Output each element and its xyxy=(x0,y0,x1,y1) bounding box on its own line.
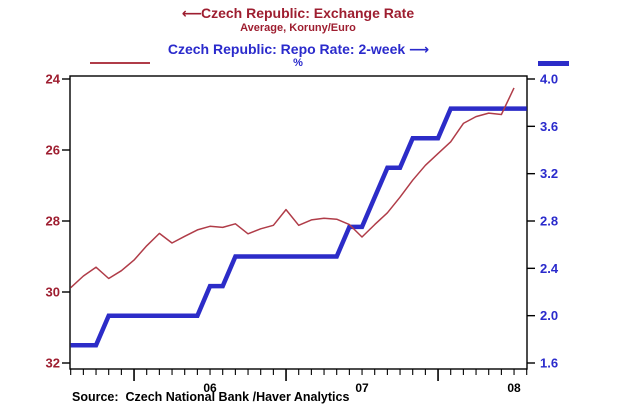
exchange-rate-subtitle: Average, Koruny/Euro xyxy=(240,22,356,34)
plot-frame xyxy=(69,75,528,370)
left-arrow-icon: ⟵ xyxy=(181,5,202,21)
exchange-rate-line xyxy=(70,87,515,289)
x-axis-year-label: 08 xyxy=(507,381,521,395)
right-axis-tick-label: 1.6 xyxy=(540,356,558,371)
repo-rate-subtitle: % xyxy=(293,57,303,69)
right-axis-tick-label: 4.0 xyxy=(540,72,558,87)
left-axis-tick-label: 26 xyxy=(46,143,60,158)
right-axis-tick-label: 3.6 xyxy=(540,119,558,134)
right-axis-tick-label: 2.4 xyxy=(540,261,559,276)
repo-rate-legend-line xyxy=(538,61,569,66)
left-axis-tick-label: 28 xyxy=(46,214,60,229)
repo-rate-title: Czech Republic: Repo Rate: 2-week ⟶ xyxy=(0,41,596,58)
right-axis-tick-label: 3.2 xyxy=(540,166,558,181)
x-axis-year-label: 06 xyxy=(203,381,217,395)
left-axis-tick-label: 32 xyxy=(46,356,60,371)
repo-rate-line xyxy=(70,106,527,348)
x-axis-year-label: 07 xyxy=(355,381,369,395)
left-axis-tick-label: 30 xyxy=(46,285,60,300)
exchange-rate-title-text: Czech Republic: Exchange Rate xyxy=(200,5,415,21)
exchange-rate-title: ⟵Czech Republic: Exchange Rate xyxy=(0,5,596,22)
right-axis-tick-label: 2.0 xyxy=(540,308,558,323)
left-axis-tick-label: 24 xyxy=(46,72,61,87)
right-arrow-icon: ⟶ xyxy=(409,41,429,57)
right-axis-tick-label: 2.8 xyxy=(540,214,558,229)
source-note: Source: Czech National Bank /Haver Analy… xyxy=(72,390,350,404)
repo-rate-title-text: Czech Republic: Repo Rate: 2-week xyxy=(167,41,406,57)
exchange-rate-legend-line xyxy=(90,62,150,64)
